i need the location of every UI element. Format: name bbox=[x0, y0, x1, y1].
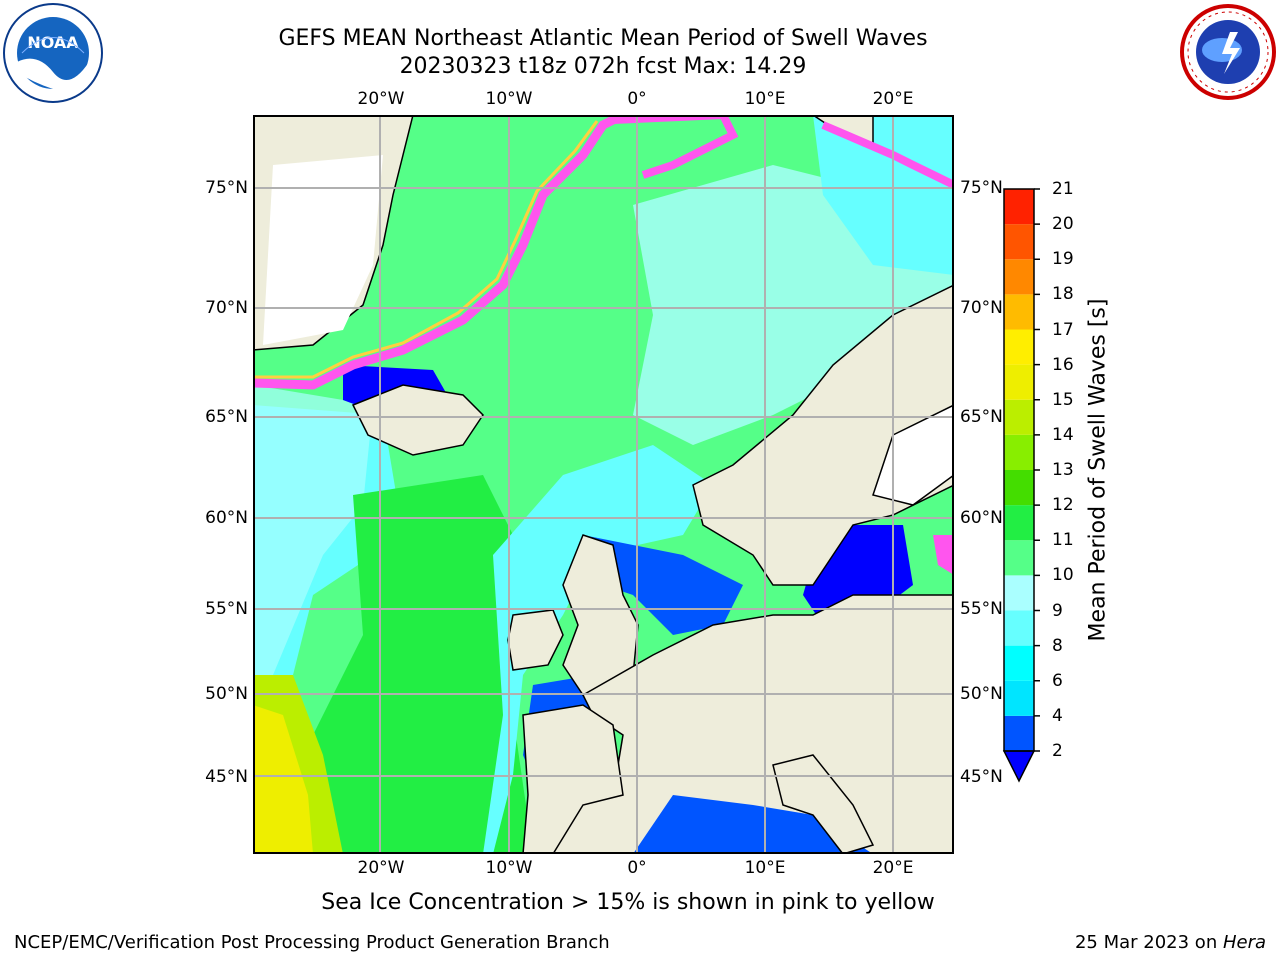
sea-ice-edge-yellow bbox=[253, 120, 599, 379]
map-panel bbox=[253, 115, 954, 854]
colorbar-segment bbox=[1004, 680, 1034, 716]
colorbar-tick-label: 14 bbox=[1052, 424, 1074, 445]
footer-date: 25 Mar 2023 on Hera bbox=[1075, 932, 1266, 953]
colorbar bbox=[1002, 188, 1040, 783]
sea-ice-baltic bbox=[933, 535, 954, 575]
lat-label-right: 50°N bbox=[960, 684, 1003, 704]
lat-label-left: 50°N bbox=[205, 684, 248, 704]
iceland-land bbox=[351, 384, 484, 456]
colorbar-segment bbox=[1004, 715, 1034, 751]
scandinavia-land bbox=[692, 284, 954, 586]
chart-subtitle: 20230323 t18z 072h fcst Max: 14.29 bbox=[399, 54, 807, 79]
colorbar-segment bbox=[1004, 364, 1034, 400]
lat-label-left: 60°N bbox=[205, 508, 248, 528]
footer-host: Hera bbox=[1222, 932, 1266, 953]
lat-label-right: 75°N bbox=[960, 178, 1003, 198]
sea-ice-note: Sea Ice Concentration > 15% is shown in … bbox=[321, 890, 935, 915]
lat-label-left: 75°N bbox=[205, 178, 248, 198]
lon-label-bottom: 20°E bbox=[872, 858, 914, 878]
iberia-land bbox=[522, 704, 624, 854]
lat-label-right: 60°N bbox=[960, 508, 1003, 528]
colorbar-tick-label: 18 bbox=[1052, 284, 1074, 305]
swell-band-cyan-east bbox=[483, 445, 713, 854]
colorbar-tick-label: 21 bbox=[1052, 179, 1074, 199]
sea-ice-edge-svalbard bbox=[821, 121, 954, 189]
lon-label-bottom: 10°E bbox=[744, 858, 786, 878]
lat-label-left: 65°N bbox=[205, 407, 248, 427]
footer-date-text: 25 Mar 2023 on bbox=[1074, 932, 1223, 953]
colorbar-segment bbox=[1004, 399, 1034, 435]
lat-label-left: 55°N bbox=[205, 599, 248, 619]
colorbar-segment bbox=[1004, 189, 1034, 225]
colorbar-tick-label: 15 bbox=[1052, 389, 1074, 410]
colorbar-tick-label: 16 bbox=[1052, 354, 1074, 375]
swell-band-barents bbox=[813, 115, 954, 275]
italy-land bbox=[772, 754, 875, 854]
graticule bbox=[253, 115, 954, 854]
colorbar-tick-label: 4 bbox=[1052, 705, 1063, 726]
lon-label-bottom: 20°W bbox=[357, 858, 405, 878]
lat-label-right: 45°N bbox=[960, 767, 1003, 787]
colorbar-tick-label: 20 bbox=[1052, 214, 1074, 235]
noaa-logo: NOAA bbox=[3, 3, 103, 103]
lon-label-bottom: 0° bbox=[627, 858, 647, 878]
colorbar-under-arrow bbox=[1002, 750, 1036, 783]
lon-label-top: 0° bbox=[627, 89, 647, 109]
swell-band-green-center bbox=[313, 475, 533, 854]
colorbar-tick-label: 8 bbox=[1052, 635, 1063, 656]
swell-band-yellow-core bbox=[253, 705, 313, 854]
colorbar-segment bbox=[1004, 505, 1034, 541]
lon-label-top: 20°W bbox=[357, 89, 405, 109]
svg-text:NOAA: NOAA bbox=[27, 33, 79, 52]
mediterranean-sea bbox=[633, 795, 873, 854]
colorbar-segment bbox=[1004, 610, 1034, 646]
colorbar-segment bbox=[1004, 470, 1034, 506]
lon-label-bottom: 10°W bbox=[485, 858, 533, 878]
colorbar-tick-label: 11 bbox=[1052, 530, 1074, 551]
colorbar-segment bbox=[1004, 259, 1034, 295]
chart-title: GEFS MEAN Northeast Atlantic Mean Period… bbox=[278, 26, 928, 51]
colorbar-tick-label: 17 bbox=[1052, 319, 1074, 340]
greenland-ice bbox=[263, 155, 383, 345]
colorbar-tick-label: 6 bbox=[1052, 670, 1063, 691]
lon-label-top: 10°W bbox=[485, 89, 533, 109]
colorbar-segment bbox=[1004, 294, 1034, 330]
colorbar-segment bbox=[1004, 645, 1034, 681]
lat-label-right: 55°N bbox=[960, 599, 1003, 619]
lon-label-top: 20°E bbox=[872, 89, 914, 109]
lon-label-top: 10°E bbox=[744, 89, 786, 109]
land bbox=[253, 115, 954, 854]
swell-band-light-west bbox=[253, 385, 373, 675]
colorbar-tick-label: 19 bbox=[1052, 249, 1074, 270]
colorbar-tick-label: 2 bbox=[1052, 741, 1063, 761]
colorbar-segment bbox=[1004, 434, 1034, 470]
lat-label-left: 45°N bbox=[205, 767, 248, 787]
continent-land bbox=[552, 594, 954, 854]
colorbar-segment bbox=[1004, 540, 1034, 576]
nws-logo bbox=[1180, 4, 1276, 100]
colorbar-segment bbox=[1004, 575, 1034, 611]
colorbar-label: Mean Period of Swell Waves [s] bbox=[1085, 298, 1111, 642]
lat-label-right: 65°N bbox=[960, 407, 1003, 427]
colorbar-tick-label: 10 bbox=[1052, 565, 1074, 586]
colorbar-tick-label: 12 bbox=[1052, 495, 1074, 516]
lat-label-left: 70°N bbox=[205, 298, 248, 318]
sea-ice-edge-greenland bbox=[253, 115, 626, 390]
footer-credit: NCEP/EMC/Verification Post Processing Pr… bbox=[14, 932, 610, 953]
colorbar-segment bbox=[1004, 329, 1034, 365]
colorbar-segment bbox=[1004, 224, 1034, 260]
lat-label-right: 70°N bbox=[960, 298, 1003, 318]
colorbar-tick-label: 13 bbox=[1052, 460, 1074, 480]
colorbar-tick-label: 9 bbox=[1052, 600, 1063, 621]
